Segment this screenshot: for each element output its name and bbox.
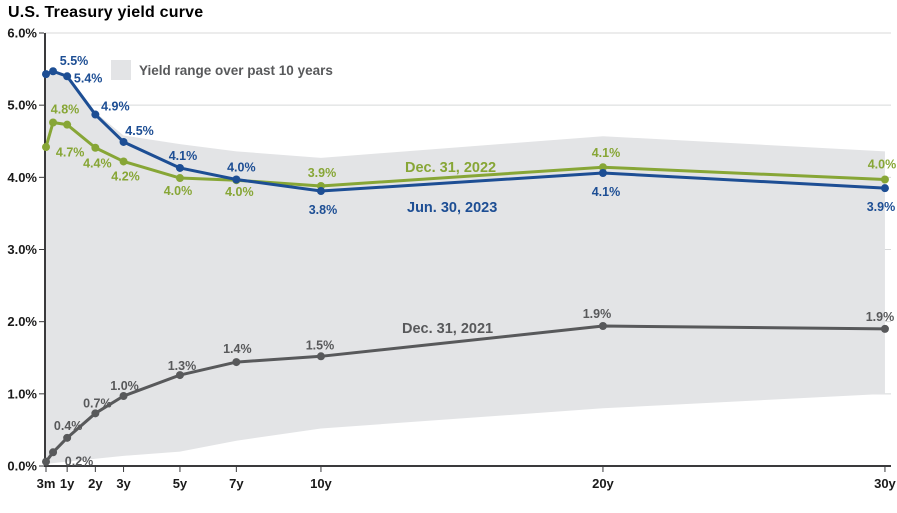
data-label-jun-30-2023-10y: 3.8% [309, 203, 338, 217]
data-point-jun-30-2023-30y [880, 184, 889, 193]
data-label-dec-31-2021-10y: 1.5% [306, 338, 335, 352]
yield-curve-chart: 0.0% 1.0% 2.0% 3.0% 4.0% 5.0% 6.0% 3m 1y 2y 3y 5y 7y… [7, 28, 896, 491]
data-label-dec-31-2021-3y: 1.0% [110, 379, 139, 393]
series-dec-31-2021: 0.2% 0.4%0.7% 1.0% 1.3% 1.4% 1.5% 1.9% 1.9% Dec.… [42, 307, 894, 468]
data-label-jun-30-2023-1y: 5.4% [74, 71, 103, 85]
series-line-dec-31-2021 [44, 324, 887, 464]
data-label-jun-30-2023-2y: 4.9% [101, 100, 130, 114]
data-label-dec-31-2021-20y: 1.9% [583, 307, 612, 321]
data-label-jun-30-2023-30y: 3.9% [867, 200, 896, 214]
data-label-dec-31-2022-20y: 4.1% [592, 146, 621, 160]
y-tick-label-1.0%: 1.0% [7, 386, 37, 401]
data-point-jun-30-2023-1y [63, 72, 72, 81]
data-label-dec-31-2022-2y: 4.4% [83, 157, 112, 171]
x-tick-label-5y: 5y [173, 476, 188, 491]
data-point-dec-31-2021-5y [175, 371, 184, 380]
series-line-jun-30-2023 [44, 69, 887, 193]
data-label-dec-31-2021-1y: 0.4% [54, 419, 83, 433]
data-point-dec-31-2021-7y [232, 358, 241, 367]
y-tick-label-3.0%: 3.0% [7, 242, 37, 257]
x-tick-label-2y: 2y [88, 476, 103, 491]
data-label-dec-31-2022-6m: 4.8% [51, 102, 80, 116]
legend: Yield range over past 10 years [111, 60, 333, 80]
data-label-dec-31-2021-7y: 1.4% [223, 342, 252, 356]
data-label-jun-30-2023-5y: 4.1% [169, 149, 198, 163]
data-point-jun-30-2023-5y [175, 163, 184, 172]
series-label-dec-31-2022: Dec. 31, 2022 [405, 160, 496, 176]
data-label-dec-31-2021-5y: 1.3% [168, 359, 197, 373]
data-label-dec-31-2022-1y: 4.7% [56, 146, 85, 160]
data-point-dec-31-2021-30y [880, 324, 889, 333]
data-label-dec-31-2022-30y: 4.0% [868, 157, 897, 171]
data-point-dec-31-2022-20y [598, 163, 607, 172]
data-label-dec-31-2021-2y: 0.7% [83, 396, 112, 410]
data-label-jun-30-2023-6m: 5.5% [60, 54, 89, 68]
yield-range-band [46, 71, 885, 464]
legend-band-swatch [111, 60, 131, 80]
series-label-dec-31-2021: Dec. 31, 2021 [402, 321, 493, 337]
data-point-dec-31-2021-2y [91, 409, 100, 418]
x-tick-label-10y: 10y [310, 476, 332, 491]
data-point-jun-30-2023-3y [119, 137, 128, 146]
x-tick-label-20y: 20y [592, 476, 614, 491]
data-label-dec-31-2022-5y: 4.0% [164, 184, 193, 198]
data-point-jun-30-2023-10y [316, 187, 325, 196]
series-label-jun-30-2023: Jun. 30, 2023 [407, 200, 497, 216]
data-label-jun-30-2023-20y: 4.1% [592, 185, 621, 199]
data-point-dec-31-2021-3y [119, 391, 128, 400]
data-point-dec-31-2021-10y [316, 352, 325, 361]
y-tick-label-6.0%: 6.0% [7, 28, 37, 41]
chart-title: U.S. Treasury yield curve [8, 4, 204, 21]
series-dec-31-2022: 4.8% 4.7%4.4%4.2% 4.0% 4.0% 3.9% 4.1% 4.0% Dec.… [42, 102, 896, 199]
data-point-dec-31-2021-3m [42, 457, 50, 466]
x-tick-label-3m: 3m [37, 476, 56, 491]
legend-band-label: Yield range over past 10 years [139, 63, 333, 78]
data-label-dec-31-2022-7y: 4.0% [225, 185, 254, 199]
x-tick-label-1y: 1y [60, 476, 75, 491]
axes: 0.0% 1.0% 2.0% 3.0% 4.0% 5.0% 6.0% 3m 1y 2y 3y 5y 7y… [7, 28, 896, 491]
x-tick-label-3y: 3y [116, 476, 131, 491]
data-point-dec-31-2022-1y [63, 120, 72, 129]
series-line-dec-31-2022 [44, 120, 887, 188]
data-point-dec-31-2021-1y [63, 433, 72, 442]
y-tick-label-5.0%: 5.0% [7, 98, 37, 113]
data-point-dec-31-2022-6m [49, 118, 58, 127]
y-tick-label-2.0%: 2.0% [7, 314, 37, 329]
data-point-dec-31-2021-6m [49, 448, 58, 457]
x-tick-label-7y: 7y [229, 476, 244, 491]
data-point-jun-30-2023-7y [232, 175, 241, 184]
data-point-dec-31-2022-5y [175, 174, 184, 183]
data-point-dec-31-2021-20y [598, 321, 607, 330]
data-point-jun-30-2023-2y [91, 110, 100, 119]
data-point-dec-31-2022-2y [91, 143, 100, 152]
data-label-jun-30-2023-3y: 4.5% [125, 124, 154, 138]
data-point-dec-31-2022-3y [119, 157, 128, 166]
data-point-dec-31-2022-3m [42, 143, 50, 152]
data-point-jun-30-2023-20y [598, 169, 607, 178]
data-label-jun-30-2023-7y: 4.0% [227, 160, 256, 174]
data-label-dec-31-2022-3y: 4.2% [111, 169, 140, 183]
data-point-dec-31-2022-30y [880, 175, 889, 184]
y-tick-label-0.0%: 0.0% [7, 459, 37, 474]
data-label-dec-31-2021-30y: 1.9% [866, 310, 895, 324]
data-label-dec-31-2022-10y: 3.9% [308, 166, 337, 180]
series-jun-30-2023: 5.5% 5.4% 4.9% 4.5% 4.1% 4.0% 3.8% 4.1% 3.9% Jun.… [42, 54, 895, 217]
x-tick-label-30y: 30y [874, 476, 896, 491]
data-point-jun-30-2023-6m [49, 67, 58, 76]
data-point-jun-30-2023-3m [42, 70, 50, 79]
data-label-dec-31-2021-6m: 0.2% [65, 454, 94, 468]
y-tick-label-4.0%: 4.0% [7, 170, 37, 185]
